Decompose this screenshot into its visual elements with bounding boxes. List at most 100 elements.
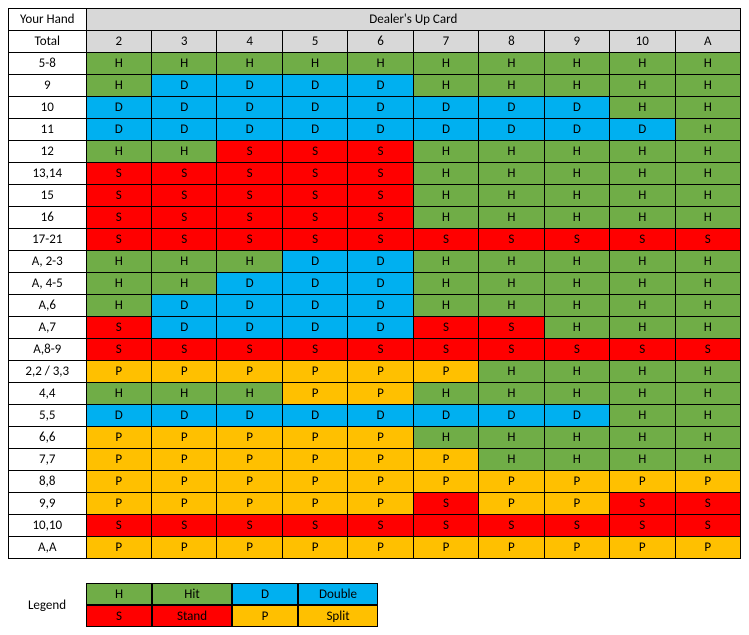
action-cell: H <box>675 317 740 339</box>
action-cell: P <box>282 493 347 515</box>
row-label: 6,6 <box>9 427 87 449</box>
row-label: 12 <box>9 141 87 163</box>
action-cell: H <box>217 251 282 273</box>
action-cell: D <box>217 273 282 295</box>
action-cell: D <box>217 119 282 141</box>
action-cell: P <box>86 427 151 449</box>
action-cell: S <box>86 163 151 185</box>
action-cell: H <box>544 53 609 75</box>
legend-code: P <box>232 605 298 627</box>
action-cell: P <box>413 471 478 493</box>
row-label: A,8-9 <box>9 339 87 361</box>
action-cell: P <box>544 471 609 493</box>
action-cell: H <box>86 141 151 163</box>
action-cell: S <box>86 229 151 251</box>
action-cell: D <box>544 119 609 141</box>
action-cell: S <box>217 207 282 229</box>
action-cell: S <box>151 229 216 251</box>
action-cell: D <box>348 317 413 339</box>
action-cell: H <box>479 251 544 273</box>
action-cell: H <box>479 383 544 405</box>
action-cell: H <box>675 273 740 295</box>
action-cell: H <box>675 185 740 207</box>
action-cell: D <box>282 295 347 317</box>
row-label: 9,9 <box>9 493 87 515</box>
action-cell: H <box>675 75 740 97</box>
action-cell: D <box>282 251 347 273</box>
action-cell: P <box>348 493 413 515</box>
action-cell: H <box>610 427 675 449</box>
action-cell: P <box>217 537 282 559</box>
action-cell: P <box>348 427 413 449</box>
action-cell: H <box>479 53 544 75</box>
action-cell: P <box>151 427 216 449</box>
action-cell: P <box>282 449 347 471</box>
row-label: A,7 <box>9 317 87 339</box>
action-cell: S <box>217 515 282 537</box>
row-label: 10 <box>9 97 87 119</box>
action-cell: S <box>479 515 544 537</box>
action-cell: H <box>479 207 544 229</box>
action-cell: S <box>348 163 413 185</box>
action-cell: D <box>151 97 216 119</box>
action-cell: D <box>479 97 544 119</box>
row-label: 15 <box>9 185 87 207</box>
action-cell: D <box>610 119 675 141</box>
action-cell: D <box>413 119 478 141</box>
action-cell: S <box>217 339 282 361</box>
action-cell: P <box>282 383 347 405</box>
action-cell: P <box>610 537 675 559</box>
action-cell: H <box>151 273 216 295</box>
action-cell: H <box>479 361 544 383</box>
action-cell: S <box>479 317 544 339</box>
col-header: 5 <box>282 31 347 53</box>
action-cell: D <box>217 75 282 97</box>
action-cell: D <box>217 295 282 317</box>
row-label: 10,10 <box>9 515 87 537</box>
action-cell: H <box>151 383 216 405</box>
action-cell: H <box>610 295 675 317</box>
action-cell: H <box>86 383 151 405</box>
action-cell: D <box>282 273 347 295</box>
action-cell: S <box>217 141 282 163</box>
action-cell: H <box>544 383 609 405</box>
col-header: 6 <box>348 31 413 53</box>
action-cell: H <box>675 405 740 427</box>
action-cell: H <box>151 53 216 75</box>
your-hand-label: Your Hand <box>9 9 87 31</box>
action-cell: S <box>479 229 544 251</box>
legend-code: D <box>232 583 298 605</box>
action-cell: D <box>544 97 609 119</box>
action-cell: D <box>348 295 413 317</box>
action-cell: H <box>413 273 478 295</box>
action-cell: P <box>348 449 413 471</box>
action-cell: H <box>675 383 740 405</box>
action-cell: P <box>282 537 347 559</box>
action-cell: S <box>86 339 151 361</box>
action-cell: H <box>610 53 675 75</box>
action-cell: H <box>479 449 544 471</box>
row-label: 13,14 <box>9 163 87 185</box>
action-cell: D <box>217 405 282 427</box>
action-cell: D <box>282 405 347 427</box>
action-cell: H <box>610 207 675 229</box>
action-cell: P <box>282 471 347 493</box>
action-cell: H <box>544 427 609 449</box>
action-cell: H <box>86 273 151 295</box>
action-cell: H <box>675 163 740 185</box>
action-cell: H <box>675 295 740 317</box>
action-cell: H <box>479 185 544 207</box>
action-cell: H <box>544 185 609 207</box>
action-cell: S <box>86 185 151 207</box>
action-cell: P <box>413 449 478 471</box>
action-cell: H <box>479 295 544 317</box>
action-cell: H <box>413 207 478 229</box>
action-cell: S <box>348 185 413 207</box>
action-cell: S <box>282 515 347 537</box>
action-cell: S <box>348 515 413 537</box>
action-cell: H <box>675 119 740 141</box>
action-cell: S <box>217 185 282 207</box>
action-cell: P <box>151 493 216 515</box>
action-cell: D <box>348 273 413 295</box>
action-cell: S <box>413 317 478 339</box>
